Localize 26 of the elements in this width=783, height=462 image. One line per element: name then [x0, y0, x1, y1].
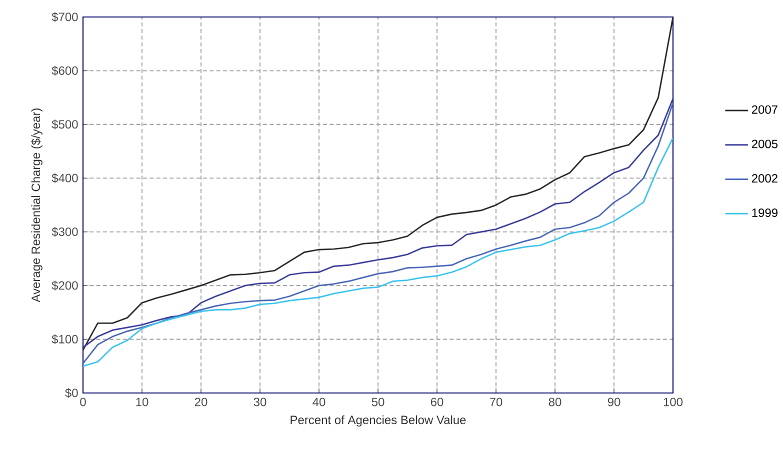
y-tick-label: $400 [52, 173, 78, 184]
x-tick-label: 30 [254, 398, 266, 406]
line-series [83, 17, 674, 351]
legend-label: 2005 [752, 140, 778, 148]
y-tick-label: $100 [52, 334, 78, 344]
y-tick-label: $500 [52, 120, 78, 130]
x-tick-label: 40 [312, 398, 326, 406]
legend-label: 2002 [752, 174, 778, 183]
y-tick-label: $700 [52, 12, 78, 22]
x-tick-label: 50 [372, 398, 384, 406]
x-tick-label: 20 [194, 398, 208, 406]
x-tick-label: 90 [608, 398, 620, 406]
y-tick-label: $600 [52, 66, 78, 76]
legend-label: 1999 [752, 208, 778, 217]
x-tick-label: 100 [664, 398, 683, 406]
y-tick-label: $200 [52, 280, 78, 290]
y-tick-label: $0 [65, 388, 78, 398]
x-tick-label: 80 [548, 398, 562, 406]
y-axis-title: Average Residential Charge ($/year) [31, 108, 42, 302]
x-axis-title: Percent of Agencies Below Value [290, 415, 466, 427]
x-tick-label: 60 [430, 398, 444, 406]
y-tick-label: $300 [52, 227, 78, 237]
x-tick-label: 0 [80, 398, 86, 406]
x-tick-label: 70 [490, 398, 502, 406]
legend-label: 2007 [752, 105, 778, 114]
x-tick-label: 10 [136, 398, 148, 406]
